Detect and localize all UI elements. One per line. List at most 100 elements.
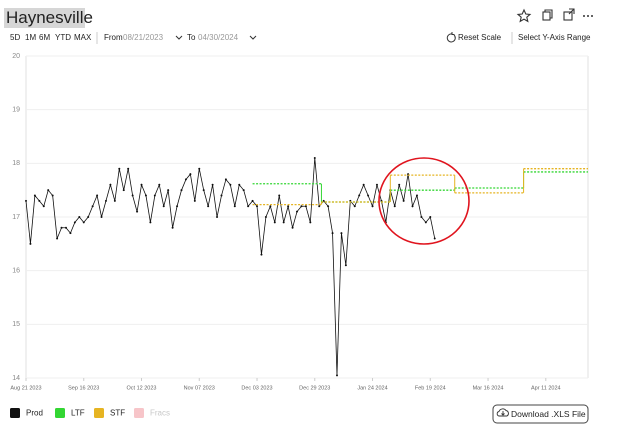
prod-point xyxy=(344,264,347,267)
prod-point xyxy=(340,232,343,235)
x-tick-label: Mar 16 2024 xyxy=(473,385,504,391)
prod-point xyxy=(109,183,112,186)
legend-label[interactable]: Fracs xyxy=(150,409,170,418)
prod-point xyxy=(60,226,63,229)
prod-point xyxy=(127,167,130,170)
prod-point xyxy=(42,205,45,208)
to-chevron[interactable] xyxy=(249,35,257,40)
download-button[interactable] xyxy=(492,404,589,424)
prod-point xyxy=(304,205,307,208)
to-date[interactable]: 04/30/2024 xyxy=(198,33,239,42)
prod-point xyxy=(198,167,201,170)
prod-point xyxy=(158,183,161,186)
prod-point xyxy=(287,205,290,208)
prod-point xyxy=(327,205,330,208)
prod-point xyxy=(375,183,378,186)
range-button[interactable]: 1M xyxy=(25,33,36,42)
legend-swatch[interactable] xyxy=(94,408,104,418)
download-label[interactable]: Download .XLS File xyxy=(511,409,586,419)
prod-point xyxy=(122,189,125,192)
prod-point xyxy=(38,199,41,202)
legend-label[interactable]: LTF xyxy=(71,409,85,418)
range-button[interactable]: 6M xyxy=(39,33,50,42)
to-label: To xyxy=(187,33,196,42)
legend-label[interactable]: STF xyxy=(110,409,125,418)
open-icon[interactable] xyxy=(563,8,575,21)
prod-point xyxy=(149,221,152,224)
prod-point xyxy=(25,199,27,202)
prod-point xyxy=(162,205,165,208)
prod-point xyxy=(264,216,267,218)
x-tick-label: Nov 07 2023 xyxy=(184,385,215,391)
prod-point xyxy=(229,183,232,186)
prod-point xyxy=(193,199,196,202)
prod-point xyxy=(224,178,227,181)
range-button[interactable]: MAX xyxy=(74,33,92,42)
prod-point xyxy=(362,183,365,186)
prod-point xyxy=(33,194,36,197)
legend-swatch[interactable] xyxy=(10,408,20,418)
prod-point xyxy=(358,194,361,197)
prod-point xyxy=(131,194,134,197)
prod-point xyxy=(411,205,414,208)
prod-point xyxy=(64,226,67,229)
prod-point xyxy=(238,183,241,186)
range-buttons: 5D 1M 6M YTD MAX xyxy=(10,33,92,42)
prod-point xyxy=(233,205,236,208)
prod-point xyxy=(242,189,245,192)
prod-point xyxy=(353,205,356,208)
prod-point xyxy=(402,199,405,202)
prod-point xyxy=(335,374,338,377)
y-tick-label: 17 xyxy=(12,214,20,221)
x-tick-label: Oct 12 2023 xyxy=(127,385,157,391)
prod-point xyxy=(429,216,432,218)
prod-point xyxy=(29,242,32,245)
prod-point xyxy=(371,205,374,208)
prod-point xyxy=(176,205,179,208)
y-tick-label: 15 xyxy=(12,321,20,328)
x-tick-label: Jan 24 2024 xyxy=(357,385,387,391)
x-tick-label: Feb 19 2024 xyxy=(415,385,446,391)
y-tick-label: 19 xyxy=(12,107,20,114)
header-icons xyxy=(516,8,593,23)
range-button[interactable]: 5D xyxy=(10,33,20,42)
prod-point xyxy=(216,216,219,218)
y-tick-label: 18 xyxy=(12,160,20,167)
prod-point xyxy=(273,221,276,224)
download-icon xyxy=(496,408,509,417)
legend-swatch[interactable] xyxy=(55,408,65,418)
prod-point xyxy=(136,210,139,213)
prod-point xyxy=(153,194,156,197)
more-icon[interactable] xyxy=(583,15,593,17)
prod-point xyxy=(211,183,214,186)
x-tick-label: Apr 11 2024 xyxy=(531,385,561,391)
prod-point xyxy=(269,205,272,208)
prod-point xyxy=(180,189,183,192)
from-date[interactable]: 08/21/2023 xyxy=(123,33,164,42)
prod-point xyxy=(424,221,427,224)
prod-point xyxy=(433,237,436,240)
legend-swatch[interactable] xyxy=(134,408,144,418)
title-highlight xyxy=(4,8,85,28)
prod-point xyxy=(100,216,103,218)
prod-point xyxy=(140,183,143,186)
y-axis-range[interactable]: Select Y-Axis Range xyxy=(518,33,591,42)
prod-point xyxy=(144,194,147,197)
x-tick-label: Aug 21 2023 xyxy=(10,385,41,391)
reset-scale[interactable]: Reset Scale xyxy=(458,33,502,42)
page-title: Haynesville xyxy=(6,8,93,27)
prod-point xyxy=(415,194,418,197)
prod-point xyxy=(296,210,299,213)
star-icon[interactable] xyxy=(516,8,532,23)
x-tick-label: Dec 29 2023 xyxy=(299,385,330,391)
from-chevron[interactable] xyxy=(175,35,183,40)
prod-point xyxy=(56,237,59,240)
range-button[interactable]: YTD xyxy=(55,33,71,42)
x-tick-label: Sep 16 2023 xyxy=(68,385,99,391)
reset-icon[interactable] xyxy=(446,32,456,43)
prod-point xyxy=(69,232,72,235)
legend-label[interactable]: Prod xyxy=(26,409,43,418)
prod-point xyxy=(87,216,90,218)
copy-icon[interactable] xyxy=(542,9,553,21)
